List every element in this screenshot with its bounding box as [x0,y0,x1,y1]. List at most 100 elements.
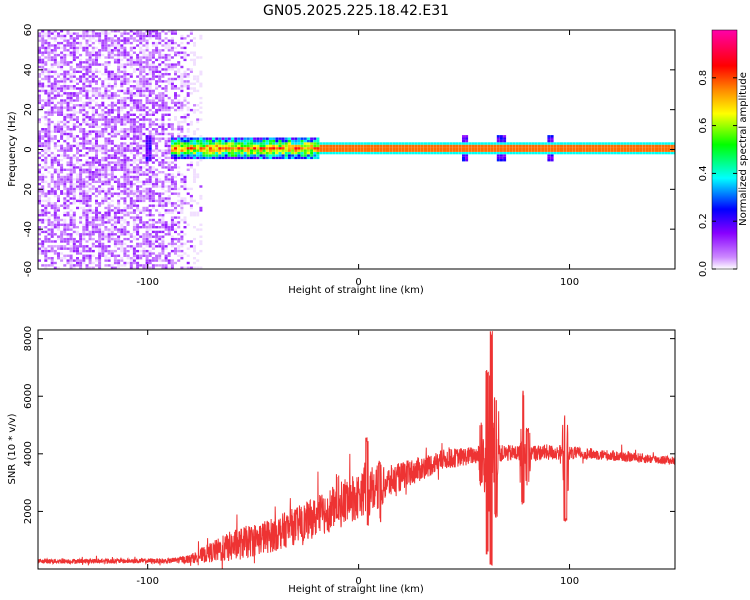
heatmap-cell [91,120,95,124]
heatmap-cell [177,132,181,136]
heatmap-cell [145,34,149,38]
heatmap-cell [208,151,212,155]
heatmap-cell [91,73,95,76]
heatmap-cell [417,147,421,150]
heatmap-cell [180,77,184,81]
heatmap-cell [174,175,177,179]
heatmap-cell [613,147,617,150]
heatmap-cell [110,252,114,255]
heatmap-cell [123,118,127,121]
heatmap-cell [69,77,73,81]
heatmap-cell [170,211,174,214]
heatmap-cell [123,151,127,155]
heatmap-cell [189,139,193,143]
heatmap-cell [398,142,402,145]
heatmap-cell [151,266,155,269]
heatmap-cell [113,39,117,42]
heatmap-cell [512,149,516,152]
heatmap-cell [126,149,130,152]
heatmap-cell [113,192,117,195]
heatmap-cell [487,147,491,150]
heatmap-cell [91,226,95,229]
heatmap-cell [139,77,143,81]
heatmap-cell [360,149,364,152]
heatmap-cell [547,142,551,145]
snr-series-line [38,331,675,569]
heatmap-cell [53,159,57,162]
heatmap-cell [104,180,108,183]
heatmap-cell [85,228,89,231]
heatmap-cell [47,96,51,100]
heatmap-cell [556,147,560,150]
heatmap-cell [139,104,143,107]
heatmap-cell [180,151,184,155]
heatmap-cell [95,111,98,114]
heatmap-cell [193,142,196,145]
heatmap-cell [218,147,222,150]
heatmap-cell [107,53,111,57]
heatmap-cell [120,182,124,186]
heatmap-cell [142,206,146,210]
heatmap-cell [265,149,269,152]
heatmap-cell [38,226,41,229]
heatmap-cell [50,226,54,229]
heatmap-cell [123,171,127,174]
heatmap-cell [556,142,560,145]
heatmap-cell [91,130,95,133]
heatmap-cell [41,39,45,42]
heatmap-cell [129,199,133,203]
heatmap-cell [158,49,162,52]
heatmap-cell [582,149,586,152]
heatmap-cell [670,147,674,150]
heatmap-cell [170,77,174,81]
heatmap-cell [91,237,95,241]
heatmap-cell [174,70,177,73]
heatmap-cell [50,65,54,69]
heatmap-cell [167,252,171,255]
heatmap-cell [107,142,111,145]
heatmap-cell [151,175,155,179]
heatmap-cell [626,144,630,148]
heatmap-cell [101,151,105,155]
heatmap-cell [98,252,102,255]
heatmap-cell [110,173,114,176]
y-tick-label: -40 [23,221,34,237]
heatmap-cell [132,37,136,40]
heatmap-cell [129,125,133,128]
heatmap-cell [126,111,130,114]
heatmap-cell [180,178,184,181]
heatmap-cell [164,257,168,260]
heatmap-cell [126,171,130,174]
heatmap-cell [76,65,79,69]
heatmap-cell [139,264,143,267]
heatmap-cell [177,173,181,176]
heatmap-cell [104,199,108,203]
heatmap-cell [145,190,149,193]
heatmap-cell [110,41,114,45]
heatmap-cell [174,209,177,212]
heatmap-cell [354,142,358,145]
heatmap-cell [199,235,203,238]
heatmap-cell [667,151,671,155]
heatmap-cell [107,240,111,243]
heatmap-cell [79,70,83,73]
heatmap-cell [294,137,298,140]
heatmap-cell [161,49,165,52]
heatmap-cell [253,147,257,150]
heatmap-cell [113,226,117,229]
heatmap-cell [53,53,57,57]
heatmap-cell [174,32,177,35]
heatmap-cell [275,151,279,155]
heatmap-cell [341,149,345,152]
heatmap-cell [411,151,415,155]
heatmap-cell [123,226,127,229]
heatmap-cell [240,151,244,155]
heatmap-cell [231,137,234,140]
heatmap-cell [155,230,159,234]
heatmap-cell [66,240,70,243]
heatmap-cell [117,218,121,222]
heatmap-cell [91,173,95,176]
heatmap-cell [420,149,424,152]
heatmap-cell [47,264,51,267]
heatmap-cell [132,130,136,133]
